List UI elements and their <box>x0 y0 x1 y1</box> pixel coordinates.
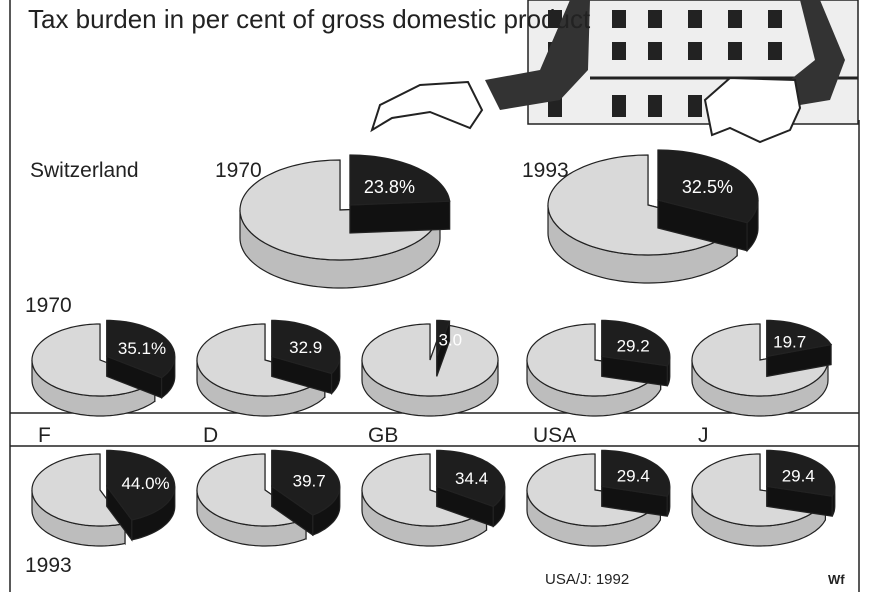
note: USA/J: 1992 <box>545 571 629 588</box>
credit: Wf <box>828 572 845 587</box>
chart: Tax burden in per cent of gross domestic… <box>0 0 869 592</box>
pie-rest <box>362 324 498 396</box>
value-label: 34.4 <box>455 469 488 488</box>
value-label: 23.8% <box>364 177 415 197</box>
value-label: 29.4 <box>782 466 815 485</box>
panel-title: Switzerland <box>30 159 139 182</box>
x-tick-label: J <box>698 424 709 447</box>
row-label: 1970 <box>25 294 72 317</box>
value-label: 32.9 <box>289 338 322 357</box>
value-label: 3.0 <box>439 330 463 349</box>
x-tick-label: USA <box>533 424 576 447</box>
year-label: 1970 <box>215 159 262 182</box>
value-label: 19.7 <box>773 333 806 352</box>
value-label: 39.7 <box>293 472 326 491</box>
x-tick-label: F <box>38 424 51 447</box>
pie-slice-face <box>350 201 450 233</box>
value-label: 35.1% <box>118 339 166 358</box>
x-tick-label: GB <box>368 424 398 447</box>
value-label: 29.2 <box>617 336 650 355</box>
value-label: 32.5% <box>682 177 733 197</box>
page: Tax burden in per cent of gross domestic… <box>0 0 869 592</box>
year-label: 1993 <box>522 159 569 182</box>
chart-title: Tax burden in per cent of gross domestic… <box>28 4 591 34</box>
row-label: 1993 <box>25 554 72 577</box>
x-tick-label: D <box>203 424 218 447</box>
value-label: 29.4 <box>617 466 650 485</box>
value-label: 44.0% <box>121 474 169 493</box>
